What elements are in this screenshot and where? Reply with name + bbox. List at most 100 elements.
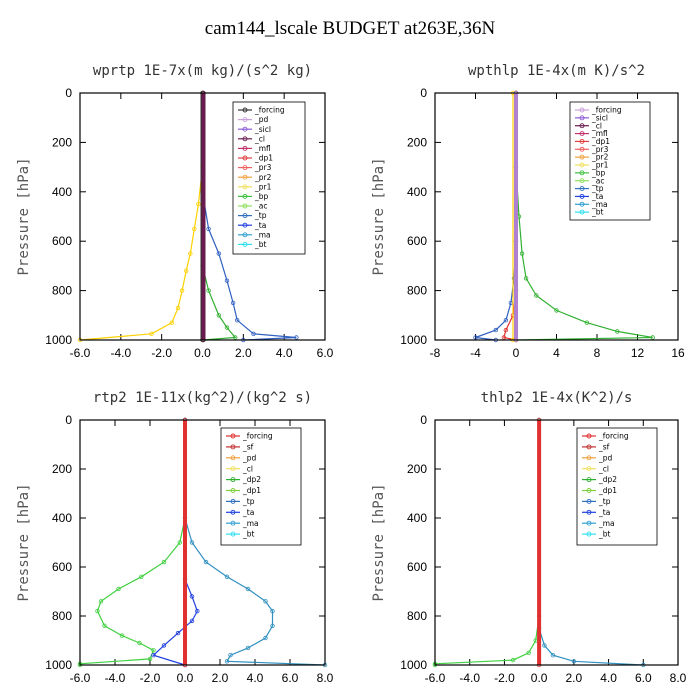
legend-marker [242, 107, 248, 113]
x-tick-label: -6.0 [70, 346, 91, 360]
y-tick-label: 1000 [400, 333, 427, 347]
series-marker [473, 335, 478, 340]
legend-label: _pr3 [254, 163, 272, 172]
legend-label: _mfl [591, 129, 608, 138]
series-marker [216, 251, 221, 256]
series-marker [102, 623, 107, 628]
legend-marker [579, 209, 585, 215]
series-marker [510, 657, 516, 663]
legend-marker [586, 498, 592, 504]
y-axis-label: Pressure [hPa] [16, 483, 32, 601]
series-marker [554, 308, 559, 313]
y-tick-label: 200 [407, 135, 427, 149]
series-line [434, 420, 540, 665]
legend-marker [242, 203, 248, 209]
x-tick-label: 2.0 [212, 671, 229, 685]
series-marker [224, 659, 230, 664]
legend: _forcing _sf_pd _cl _dp2 _dp1 _tp _ta _ma _bt [576, 427, 658, 546]
legend-label: _pd [242, 453, 257, 462]
legend-label: _ta [591, 192, 603, 201]
series-marker [196, 201, 201, 207]
legend-marker [230, 444, 236, 450]
x-tick-label: 0.0 [531, 671, 548, 685]
x-tick-label: -2.0 [494, 671, 515, 685]
x-tick-label: 4.0 [600, 671, 617, 685]
series-line [79, 420, 186, 665]
series-line [79, 93, 204, 341]
legend-label: _tp [591, 184, 604, 193]
y-tick-label: 200 [52, 462, 72, 476]
series-marker [177, 540, 182, 545]
series-marker [151, 653, 156, 658]
x-tick-label: 6.0 [317, 346, 334, 360]
panel-title: wprtp 1E-7x(m kg)/(s^2 kg) [93, 63, 312, 79]
y-tick-label: 600 [52, 560, 72, 574]
legend-label: _pd [254, 115, 269, 124]
x-tick-label: 2.0 [235, 346, 252, 360]
legend-marker [586, 477, 592, 483]
legend-label: _bt [254, 240, 267, 249]
legend-label: _ma [242, 519, 259, 528]
legend-label: _ta [598, 508, 610, 517]
series-marker [584, 320, 590, 325]
legend-marker [230, 509, 236, 515]
series-marker [161, 643, 167, 648]
series-marker [188, 251, 193, 256]
legend-label: _ac [591, 176, 604, 185]
x-tick-label: 6.0 [635, 671, 652, 685]
legend-marker [242, 165, 248, 171]
series-marker [116, 586, 121, 592]
legend-label: _dp1 [242, 486, 261, 495]
legend-marker [579, 131, 585, 137]
series-marker [179, 288, 185, 293]
legend-label: _ma [591, 200, 608, 209]
series-marker [245, 645, 251, 651]
y-tick-label: 0 [420, 86, 427, 100]
legend-marker [230, 498, 236, 504]
y-tick-label: 400 [52, 185, 72, 199]
series-marker [139, 574, 144, 579]
series-marker [571, 659, 577, 664]
series-marker [294, 335, 299, 340]
x-tick-label: -4.0 [110, 346, 131, 360]
legend-label: _pr2 [254, 173, 272, 182]
series-marker [251, 331, 256, 336]
y-tick-label: 600 [407, 234, 427, 248]
series-marker [151, 648, 156, 653]
x-tick-label: -6.0 [425, 671, 446, 685]
legend-marker [579, 146, 585, 152]
panel-1: wpthlp 1E-4x(m K)/s^2 Pressure [hPa] -8 -4 0… [371, 63, 685, 360]
y-tick-label: 0 [420, 413, 427, 427]
series-marker [189, 618, 195, 624]
legend-marker [579, 115, 585, 121]
x-tick-label: -4.0 [105, 671, 126, 685]
legend-marker [586, 455, 592, 461]
legend-label: _bt [242, 530, 255, 539]
series-marker [216, 313, 221, 318]
legend-label: _forcing [254, 106, 285, 115]
x-tick-label: 4.0 [247, 671, 264, 685]
y-tick-label: 600 [407, 560, 427, 574]
x-tick-label: 16 [671, 346, 685, 360]
legend-label: _cl [591, 121, 602, 130]
legend-label: _pr1 [591, 161, 609, 170]
series-marker [203, 559, 209, 565]
series-marker [270, 608, 275, 614]
x-tick-label: -8 [430, 346, 441, 360]
series-marker [189, 540, 195, 545]
y-tick-label: 400 [407, 185, 427, 199]
legend-marker [579, 193, 585, 199]
series-marker [95, 608, 100, 614]
panel-title: wpthlp 1E-4x(m K)/s^2 [468, 63, 645, 79]
legend-label: _bt [591, 208, 604, 217]
series-marker [149, 331, 154, 336]
x-tick-label: 0.0 [194, 346, 211, 360]
legend-marker [242, 193, 248, 199]
series-marker [195, 608, 200, 614]
series-marker [519, 251, 525, 256]
series-line [475, 93, 517, 341]
series-marker [263, 635, 268, 641]
legend-marker [579, 162, 585, 168]
series-marker [175, 305, 181, 311]
